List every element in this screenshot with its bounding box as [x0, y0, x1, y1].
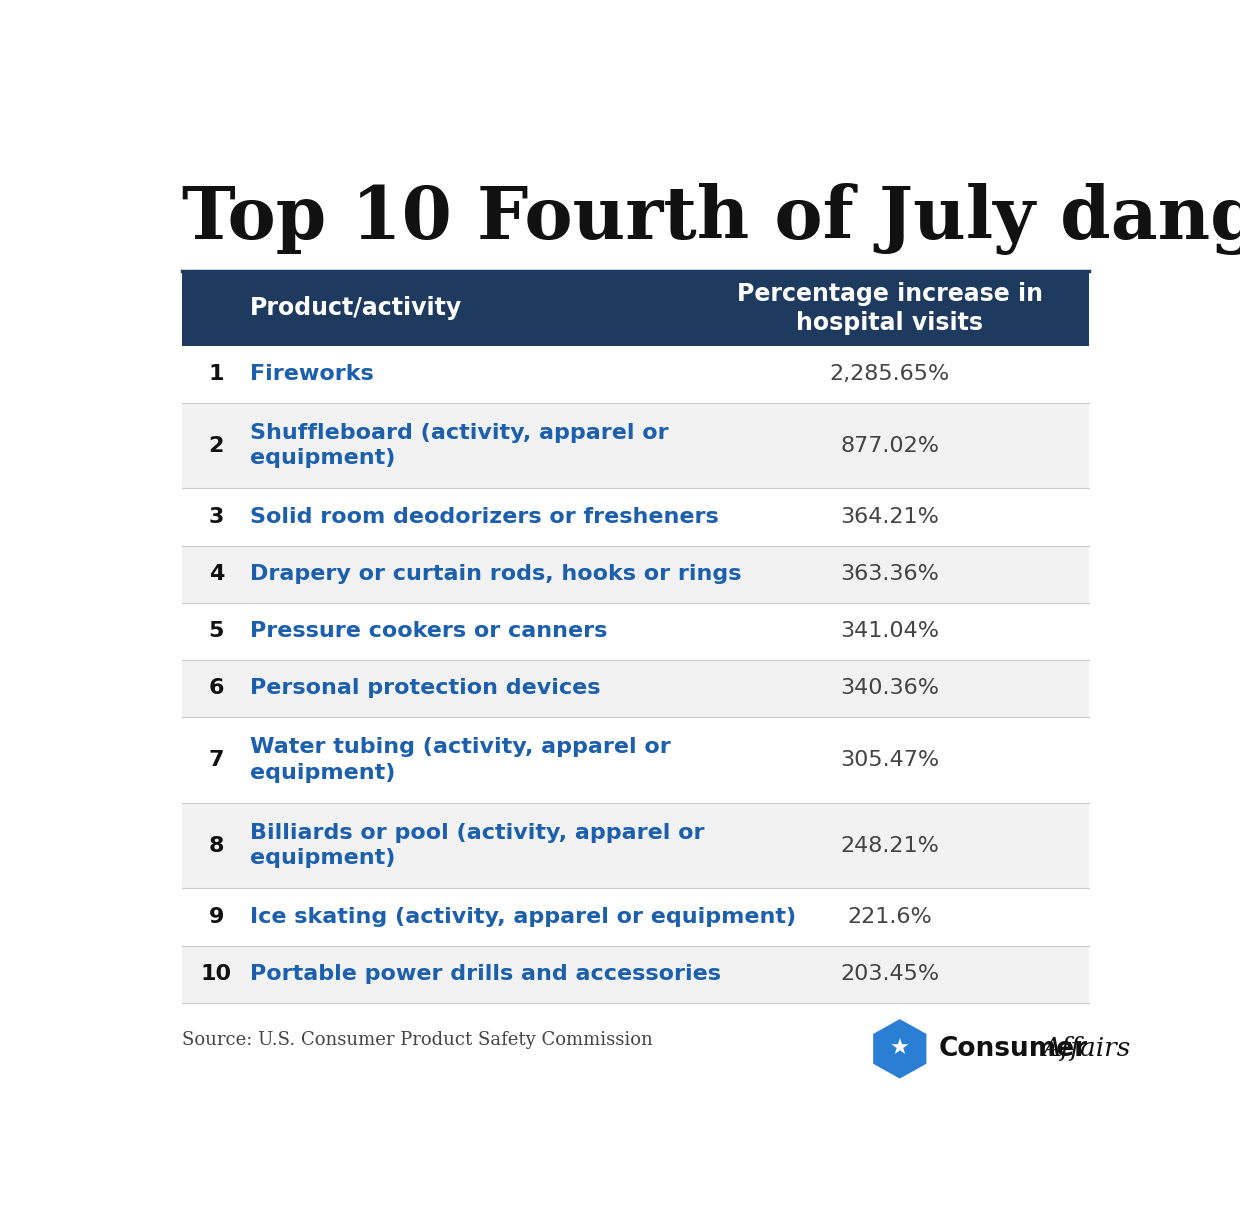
Text: 4: 4: [208, 564, 224, 584]
Bar: [182, 945, 1089, 1002]
Polygon shape: [873, 1020, 926, 1078]
Text: 10: 10: [201, 965, 232, 984]
Text: 8: 8: [208, 836, 224, 856]
Bar: [182, 602, 1089, 660]
Text: Pressure cookers or canners: Pressure cookers or canners: [250, 622, 608, 641]
Bar: [182, 546, 1089, 602]
Text: 3: 3: [208, 507, 224, 528]
Text: 248.21%: 248.21%: [839, 836, 939, 856]
Text: 6: 6: [208, 678, 224, 699]
Text: 7: 7: [208, 750, 224, 770]
Text: 341.04%: 341.04%: [839, 622, 939, 641]
Text: Top 10 Fourth of July dangers: Top 10 Fourth of July dangers: [182, 182, 1240, 255]
Text: ★: ★: [890, 1039, 910, 1059]
Bar: [182, 403, 1089, 488]
Text: 363.36%: 363.36%: [839, 564, 939, 584]
Text: Drapery or curtain rods, hooks or rings: Drapery or curtain rods, hooks or rings: [250, 564, 742, 584]
Text: 305.47%: 305.47%: [839, 750, 939, 770]
Text: 9: 9: [208, 907, 224, 927]
Text: 203.45%: 203.45%: [839, 965, 939, 984]
Text: Ice skating (activity, apparel or equipment): Ice skating (activity, apparel or equipm…: [250, 907, 796, 927]
Text: Source: U.S. Consumer Product Safety Commission: Source: U.S. Consumer Product Safety Com…: [182, 1032, 652, 1049]
Text: 2,285.65%: 2,285.65%: [830, 364, 950, 384]
Text: 877.02%: 877.02%: [839, 436, 939, 455]
Text: 2: 2: [208, 436, 224, 455]
Text: Water tubing (activity, apparel or
equipment): Water tubing (activity, apparel or equip…: [250, 737, 671, 782]
Text: Personal protection devices: Personal protection devices: [250, 678, 600, 699]
Text: Shuffleboard (activity, apparel or
equipment): Shuffleboard (activity, apparel or equip…: [250, 422, 668, 469]
Text: Affairs: Affairs: [1042, 1037, 1130, 1061]
Text: Solid room deodorizers or fresheners: Solid room deodorizers or fresheners: [250, 507, 719, 528]
Text: Percentage increase in
hospital visits: Percentage increase in hospital visits: [737, 282, 1043, 335]
Text: Product/activity: Product/activity: [250, 296, 463, 321]
Text: Fireworks: Fireworks: [250, 364, 373, 384]
Text: 221.6%: 221.6%: [847, 907, 932, 927]
Text: Consumer: Consumer: [939, 1036, 1087, 1062]
Text: Portable power drills and accessories: Portable power drills and accessories: [250, 965, 720, 984]
Text: Billiards or pool (activity, apparel or
equipment): Billiards or pool (activity, apparel or …: [250, 823, 704, 868]
Text: 364.21%: 364.21%: [839, 507, 939, 528]
Bar: [182, 717, 1089, 803]
Bar: [182, 488, 1089, 546]
Bar: [182, 345, 1089, 403]
Bar: [182, 803, 1089, 889]
Bar: [182, 272, 1089, 345]
Text: 1: 1: [208, 364, 224, 384]
Text: 340.36%: 340.36%: [839, 678, 939, 699]
Bar: [182, 889, 1089, 945]
Bar: [182, 660, 1089, 717]
Text: 5: 5: [208, 622, 224, 641]
